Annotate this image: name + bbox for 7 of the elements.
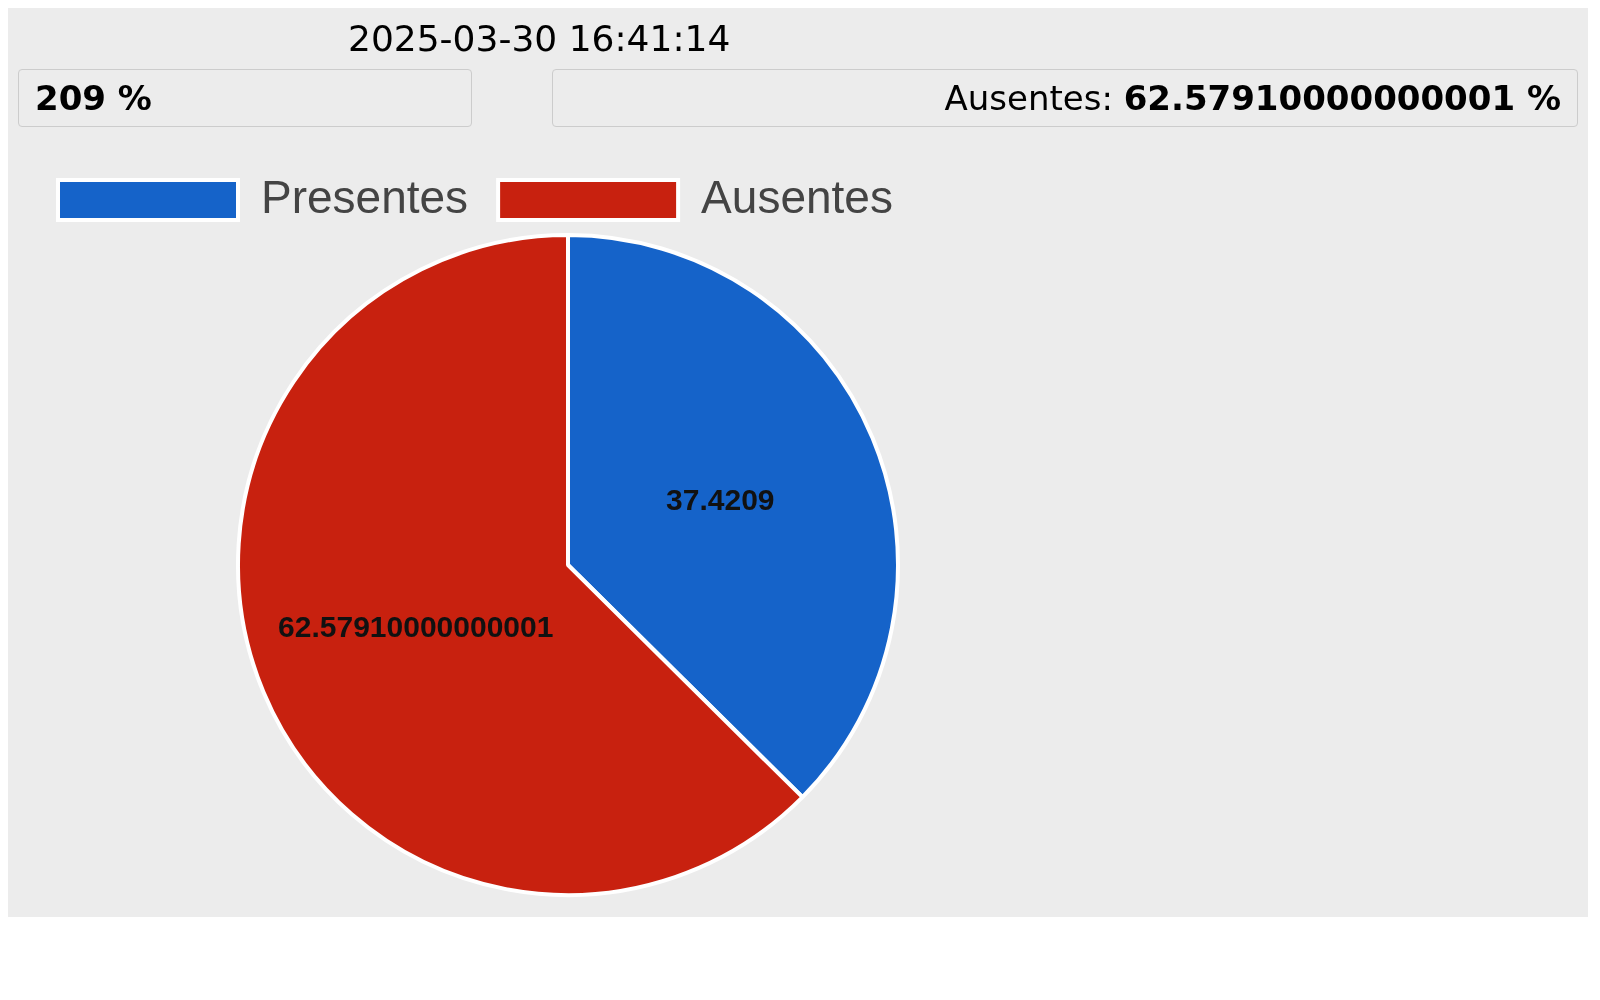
legend-label: Presentes <box>261 170 469 223</box>
text: 209 % <box>18 69 472 127</box>
text: Ausentes: 62.57910000000001 % <box>944 78 1561 118</box>
legend-label: Ausentes <box>701 170 893 223</box>
data-label: 62.57910000000001 <box>278 609 554 643</box>
text: 2025-03-30 16:41:14 <box>347 18 732 59</box>
data-label: 37.4209 <box>666 482 775 516</box>
